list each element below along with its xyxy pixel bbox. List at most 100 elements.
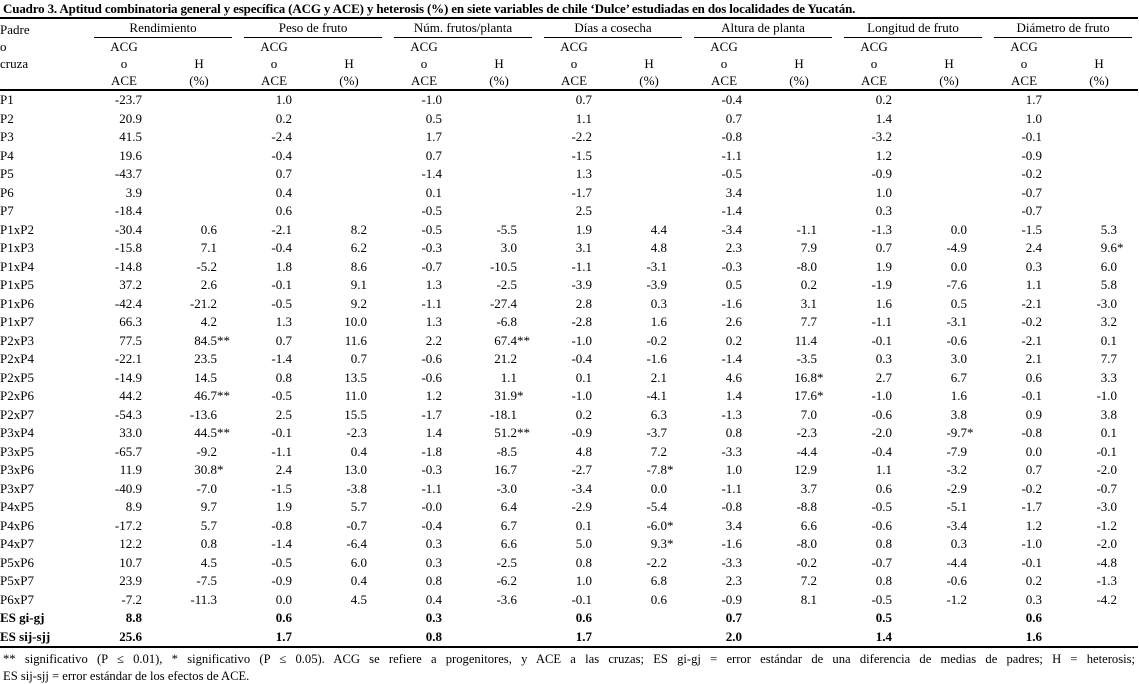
cell-heterosis: -3.6 bbox=[460, 591, 538, 610]
subheader-h bbox=[460, 38, 538, 55]
cell-heterosis: 44.5** bbox=[160, 424, 238, 443]
cell-heterosis bbox=[910, 184, 988, 203]
cell-heterosis: 0.7 bbox=[310, 350, 388, 369]
cell-value: 0.3 bbox=[425, 554, 443, 570]
cell-value: -0.1 bbox=[871, 332, 893, 348]
cell-acg-ace: -0.3 bbox=[388, 239, 460, 258]
cell-heterosis: 0.6 bbox=[610, 591, 688, 610]
row-label: P1xP2 bbox=[0, 221, 34, 237]
subheader-h: H bbox=[1094, 56, 1104, 71]
row-label: P1xP6 bbox=[0, 295, 34, 311]
row-label: P1 bbox=[0, 92, 14, 107]
cell-value: -1.3 bbox=[871, 221, 893, 237]
cell-value: -2.9 bbox=[946, 480, 968, 496]
subheader-acg: ACE bbox=[861, 73, 888, 88]
cell-acg-ace: -1.1 bbox=[388, 480, 460, 499]
cell-value: 0.6 bbox=[275, 610, 293, 625]
cell-heterosis: 0.6 bbox=[160, 221, 238, 240]
cell-acg-ace: 1.4 bbox=[838, 110, 910, 129]
cell-acg-ace: 1.9 bbox=[838, 258, 910, 277]
cell-value: -0.3 bbox=[421, 462, 443, 477]
cell-heterosis: 23.5 bbox=[160, 350, 238, 369]
table-row: P2xP7 -54.3 -13.6 2.5 15.5 -1.7 -18.1 0.2 6.3 -1.… bbox=[0, 406, 1138, 425]
subheader-acg: ACG bbox=[1010, 39, 1038, 54]
cell-acg-ace: 1.0 bbox=[988, 110, 1060, 129]
cell-heterosis bbox=[310, 184, 388, 203]
cell-heterosis bbox=[1060, 184, 1138, 203]
table-body: P1 -23.7 1.0 -1.0 0.7 -0.4 0.2 1.7 P2 20.9 0.2 0.5 1… bbox=[0, 90, 1138, 647]
cell-value: -1.1 bbox=[571, 258, 593, 274]
cell-value: 0.6 bbox=[575, 610, 593, 625]
footnote-line-1: ** significativo (P ≤ 0.01), * significa… bbox=[3, 652, 1135, 666]
cell-value: -0.5 bbox=[871, 499, 893, 514]
cell-heterosis: -3.1 bbox=[910, 313, 988, 332]
cell-value: 2.7 bbox=[875, 369, 893, 385]
row-label: P5 bbox=[0, 166, 14, 181]
cell-acg-ace: -1.0 bbox=[988, 535, 1060, 554]
cell-value: 15.5 bbox=[344, 406, 368, 422]
cell-heterosis bbox=[610, 147, 688, 166]
cell-value: 2.5 bbox=[275, 406, 293, 422]
table-row: P3xP5 -65.7 -9.2 -1.1 0.4 -1.8 -8.5 4.8 7.2 -3.3 -… bbox=[0, 443, 1138, 462]
cell-value: 2.0 bbox=[725, 628, 743, 644]
cell-heterosis: 0.1 bbox=[1060, 332, 1138, 351]
subheader-h bbox=[760, 38, 838, 55]
cell-value: -4.2 bbox=[1096, 591, 1118, 607]
cell-value: -43.7 bbox=[114, 166, 142, 181]
cell-acg-ace: 0.6 bbox=[988, 609, 1060, 628]
cell-value: -2.5 bbox=[496, 277, 518, 292]
cell-acg-ace: 0.8 bbox=[238, 369, 310, 388]
header-row-groups: Padre Rendimiento Peso de fruto Núm. frutos… bbox=[0, 18, 1138, 38]
cell-value: 16.7 bbox=[494, 462, 518, 477]
cell-acg-ace: 3.4 bbox=[688, 517, 760, 536]
cell-value: 0.3 bbox=[425, 536, 443, 551]
row-label: P4xP7 bbox=[0, 536, 34, 551]
row-label: P2xP5 bbox=[0, 369, 34, 385]
cell-heterosis bbox=[1060, 628, 1138, 648]
cell-heterosis: -3.0 bbox=[460, 480, 538, 499]
cell-value: -2.0 bbox=[871, 425, 893, 440]
cell-value: -0.8 bbox=[721, 129, 743, 144]
subheader-acg: ACE bbox=[261, 73, 288, 88]
cell-value: 7.9 bbox=[800, 240, 818, 255]
cell-acg-ace: -1.1 bbox=[688, 147, 760, 166]
column-group-4: Días a cosecha bbox=[538, 18, 688, 38]
row-label: P3 bbox=[0, 129, 14, 144]
cell-value: 0.7 bbox=[1025, 462, 1043, 477]
cell-acg-ace: 1.4 bbox=[838, 628, 910, 648]
cell-acg-ace: -23.7 bbox=[88, 90, 160, 110]
cell-heterosis bbox=[1060, 90, 1138, 110]
cell-heterosis: -2.3 bbox=[310, 424, 388, 443]
cell-value: -3.0 bbox=[1096, 295, 1118, 311]
cell-heterosis: -3.7 bbox=[610, 424, 688, 443]
cell-heterosis bbox=[910, 128, 988, 147]
cell-heterosis: -2.5 bbox=[460, 276, 538, 295]
cell-acg-ace: 0.1 bbox=[538, 517, 610, 536]
cell-acg-ace: -30.4 bbox=[88, 221, 160, 240]
cell-value: 1.8 bbox=[275, 258, 293, 274]
row-label: P4xP5 bbox=[0, 499, 34, 514]
cell-acg-ace: 1.7 bbox=[388, 128, 460, 147]
cell-acg-ace: 8.9 bbox=[88, 498, 160, 517]
cell-value: 23.9 bbox=[119, 573, 142, 588]
row-label: P3xP5 bbox=[0, 443, 34, 459]
cell-heterosis: 0.3 bbox=[910, 535, 988, 554]
cell-value: 0.3 bbox=[1025, 258, 1043, 274]
cell-value: 7.2 bbox=[800, 573, 818, 588]
row-label: P3xP7 bbox=[0, 480, 34, 496]
header-row-ace-pct: ACE (%) ACE (%) ACE (%) ACE (%) ACE (%) ACE (%) ACE (… bbox=[0, 72, 1138, 90]
cell-value: 8.1 bbox=[800, 591, 818, 607]
cell-value: -0.2 bbox=[1021, 314, 1043, 329]
cell-value: 9.2 bbox=[350, 295, 368, 311]
cell-heterosis bbox=[310, 202, 388, 221]
row-label: P2xP3 bbox=[0, 332, 34, 348]
row-label: P6 bbox=[0, 184, 14, 200]
cell-value: 3.7 bbox=[800, 480, 818, 496]
cell-value: 0.8 bbox=[725, 425, 743, 440]
cell-acg-ace: 0.7 bbox=[988, 461, 1060, 480]
subheader-acg: ACE bbox=[111, 73, 137, 88]
cell-acg-ace: -2.9 bbox=[538, 498, 610, 517]
cell-value: 2.2 bbox=[425, 332, 443, 348]
cell-value: 51.2 bbox=[494, 425, 518, 440]
cell-value: 0.3 bbox=[950, 536, 968, 551]
